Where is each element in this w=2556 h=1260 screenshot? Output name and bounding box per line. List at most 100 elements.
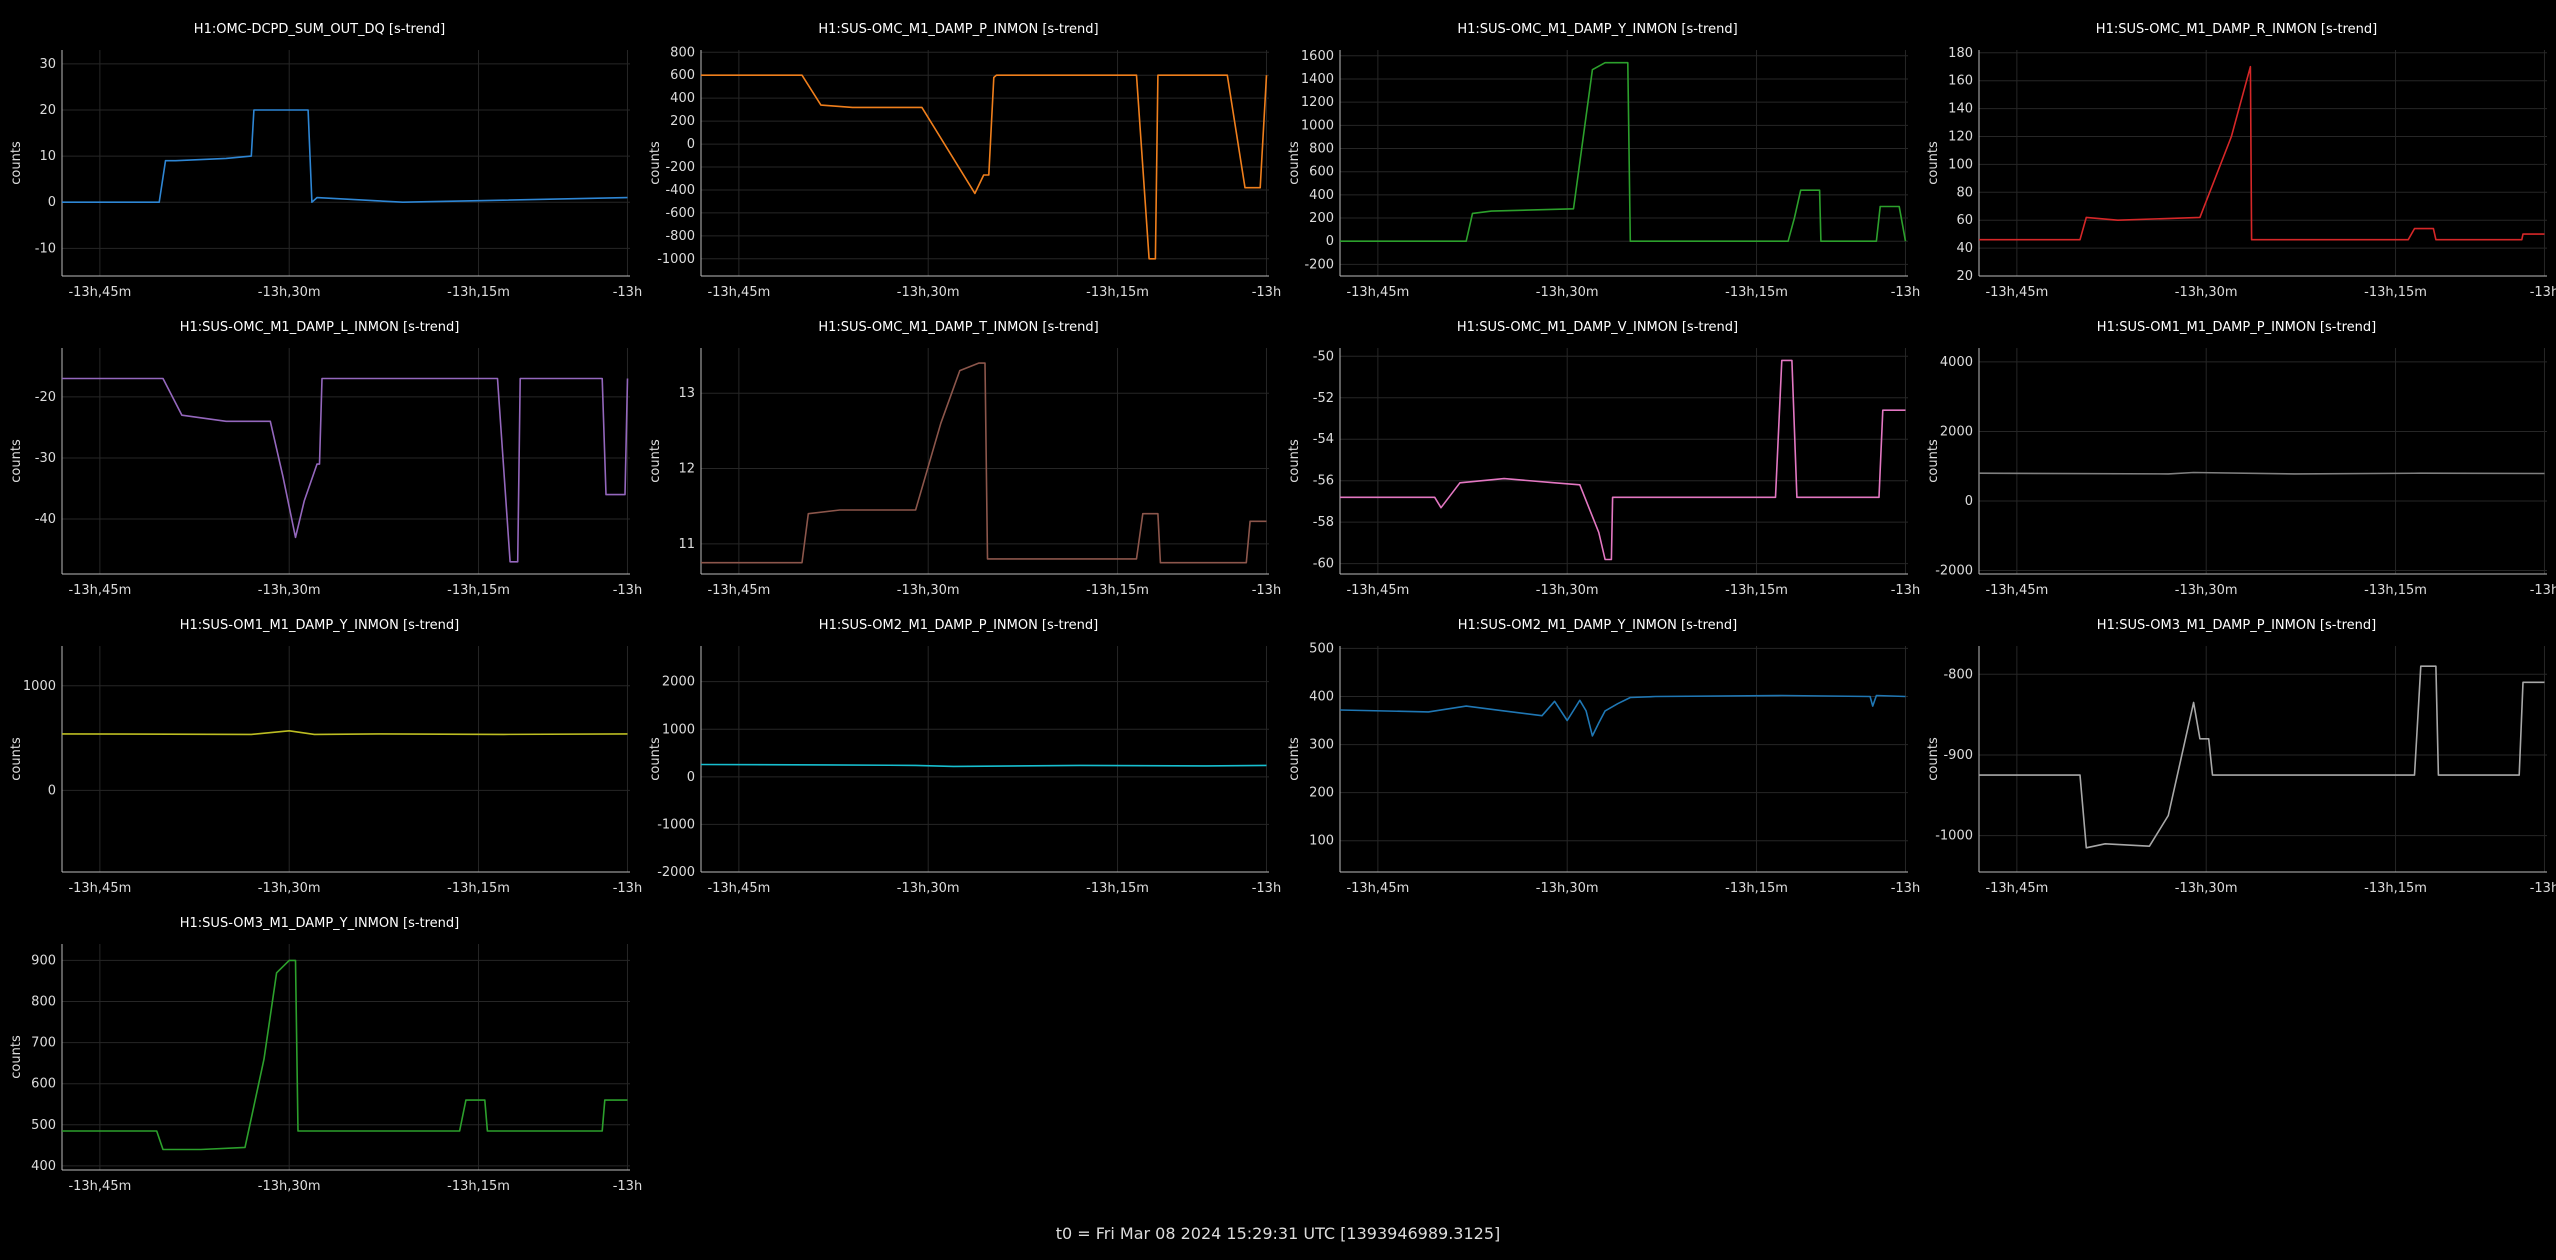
y-tick-label: -200 — [1304, 257, 1334, 272]
y-tick-label: -40 — [35, 512, 56, 527]
y-axis-label: counts — [1926, 737, 1941, 781]
x-tick-label: -13h,15m — [2364, 285, 2427, 300]
y-tick-label: 400 — [31, 1159, 56, 1174]
series-line — [62, 377, 629, 563]
y-tick-label: 12 — [678, 462, 695, 477]
y-tick-label: 0 — [1965, 494, 1973, 509]
panel-title: H1:SUS-OMC_M1_DAMP_V_INMON [s-trend] — [1456, 320, 1739, 335]
panel-plot: -200 0 200 400 600 800 1000 1200 1400 1600 -13h,45… — [1287, 49, 1920, 300]
y-tick-label: 13 — [678, 386, 695, 401]
series-line — [61, 730, 628, 736]
y-tick-label: 500 — [31, 1118, 56, 1133]
y-tick-label: 1200 — [1301, 95, 1334, 110]
y-tick-label: 1400 — [1301, 72, 1334, 87]
series-line — [1339, 694, 1906, 737]
trend-panel: H1:SUS-OMC_M1_DAMP_R_INMON [s-trend] 20 40… — [1917, 22, 2556, 320]
trend-panel: H1:SUS-OM3_M1_DAMP_P_INMON [s-trend] -100… — [1917, 618, 2556, 916]
y-tick-label: 1000 — [662, 722, 695, 737]
y-tick-label: 40 — [1956, 241, 1973, 256]
panel-title: H1:SUS-OMC_M1_DAMP_T_INMON [s-trend] — [818, 320, 1099, 335]
y-tick-label: 800 — [31, 995, 56, 1010]
x-tick-label: -13h — [613, 285, 642, 300]
x-tick-label: -13h,15m — [447, 583, 510, 598]
y-tick-label: 140 — [1948, 102, 1973, 117]
y-tick-label: 200 — [670, 114, 695, 129]
panel-plot: -60 -58 -56 -54 -52 -50 -13h,45m -13h,30m -13h,1… — [1287, 348, 1920, 598]
y-tick-label: 400 — [670, 91, 695, 106]
y-tick-label: 100 — [1948, 157, 1973, 172]
panel-plot: -2000 -1000 0 1000 2000 -13h,45m -13h,30m -13h,… — [648, 646, 1281, 896]
panel-title: H1:SUS-OMC_M1_DAMP_P_INMON [s-trend] — [818, 22, 1099, 37]
y-tick-label: 800 — [1309, 142, 1334, 157]
trend-panel: H1:SUS-OMC_M1_DAMP_P_INMON [s-trend] -100… — [639, 22, 1281, 320]
x-tick-label: -13h — [1252, 583, 1281, 598]
x-tick-label: -13h,45m — [1346, 881, 1409, 896]
footer-timestamp: t0 = Fri Mar 08 2024 15:29:31 UTC [13939… — [1055, 1224, 1501, 1243]
panel-plot: -10 0 10 20 30 -13h,45m -13h,30m -13h,15m -13h co… — [9, 50, 642, 300]
y-tick-label: 200 — [1309, 786, 1334, 801]
x-tick-label: -13h — [613, 1179, 642, 1194]
y-tick-label: 0 — [48, 783, 56, 798]
panel-plot: 0 1000 -13h,45m -13h,30m -13h,15m -13h counts — [9, 646, 642, 896]
y-tick-label: 20 — [39, 103, 56, 118]
y-tick-label: 600 — [670, 68, 695, 83]
x-tick-label: -13h,30m — [897, 881, 960, 896]
x-tick-label: -13h — [1891, 583, 1920, 598]
y-tick-label: 600 — [31, 1077, 56, 1092]
trend-panel: H1:SUS-OMC_M1_DAMP_Y_INMON [s-trend] -200… — [1278, 22, 1920, 320]
x-tick-label: -13h,30m — [258, 881, 321, 896]
x-tick-label: -13h — [2530, 285, 2556, 300]
x-tick-label: -13h,30m — [258, 583, 321, 598]
y-tick-label: 80 — [1956, 185, 1973, 200]
y-axis-label: counts — [648, 737, 663, 781]
trend-panel: H1:OMC-DCPD_SUM_OUT_DQ [s-trend] -10 0 10 20… — [0, 22, 642, 320]
y-tick-label: 10 — [39, 149, 56, 164]
y-tick-label: 200 — [1309, 211, 1334, 226]
y-tick-label: -1000 — [657, 252, 695, 267]
y-tick-label: 2000 — [1940, 424, 1973, 439]
y-tick-label: -900 — [1943, 748, 1973, 763]
x-tick-label: -13h,30m — [2175, 583, 2238, 598]
y-tick-label: 180 — [1948, 46, 1973, 61]
x-tick-label: -13h — [1891, 285, 1920, 300]
x-tick-label: -13h,30m — [897, 285, 960, 300]
trend-panel: H1:SUS-OMC_M1_DAMP_V_INMON [s-trend] -60-… — [1278, 320, 1920, 618]
x-tick-label: -13h,15m — [1725, 583, 1788, 598]
panel-plot: -2000 0 2000 4000 -13h,45m -13h,30m -13h,15m -1… — [1926, 348, 2556, 598]
x-tick-label: -13h,45m — [1346, 285, 1409, 300]
x-tick-label: -13h — [2530, 583, 2556, 598]
series-line — [62, 109, 628, 203]
x-tick-label: -13h,30m — [2175, 285, 2238, 300]
y-axis-label: counts — [9, 439, 24, 483]
x-tick-label: -13h,45m — [68, 881, 131, 896]
x-tick-label: -13h,15m — [2364, 881, 2427, 896]
x-tick-label: -13h,45m — [707, 285, 770, 300]
y-tick-label: 800 — [670, 45, 695, 60]
x-tick-label: -13h,45m — [68, 285, 131, 300]
trend-panel: H1:SUS-OMC_M1_DAMP_T_INMON [s-trend] 11 12… — [639, 320, 1281, 618]
y-tick-label: -200 — [665, 160, 695, 175]
x-tick-label: -13h,30m — [258, 1179, 321, 1194]
y-tick-label: -52 — [1313, 391, 1334, 406]
panel-plot: 100 200 300 400 500 -13h,45m -13h,30m -13h,15m -… — [1287, 641, 1920, 896]
y-tick-label: -800 — [665, 229, 695, 244]
y-tick-label: -1000 — [657, 817, 695, 832]
panel-title: H1:SUS-OM1_M1_DAMP_Y_INMON [s-trend] — [179, 618, 460, 633]
series-line — [700, 763, 1267, 768]
x-tick-label: -13h,45m — [1985, 583, 2048, 598]
x-tick-label: -13h — [1252, 881, 1281, 896]
y-tick-label: 0 — [687, 137, 695, 152]
y-axis-label: counts — [1926, 141, 1941, 185]
x-tick-label: -13h,30m — [897, 583, 960, 598]
x-tick-label: -13h,45m — [1346, 583, 1409, 598]
panel-title: H1:SUS-OMC_M1_DAMP_L_INMON [s-trend] — [179, 320, 460, 335]
panel-title: H1:SUS-OMC_M1_DAMP_R_INMON [s-trend] — [2095, 22, 2378, 37]
panel-plot: -1000 -800 -600 -400 -200 0 200 400 600 800 -13h,4… — [648, 45, 1281, 300]
trend-panel: H1:SUS-OMC_M1_DAMP_L_INMON [s-trend] -40 -… — [0, 320, 642, 618]
y-tick-label: 100 — [1309, 834, 1334, 849]
series-line — [62, 959, 628, 1151]
y-tick-label: 1000 — [1301, 118, 1334, 133]
y-tick-label: 0 — [48, 195, 56, 210]
y-tick-label: 900 — [31, 953, 56, 968]
